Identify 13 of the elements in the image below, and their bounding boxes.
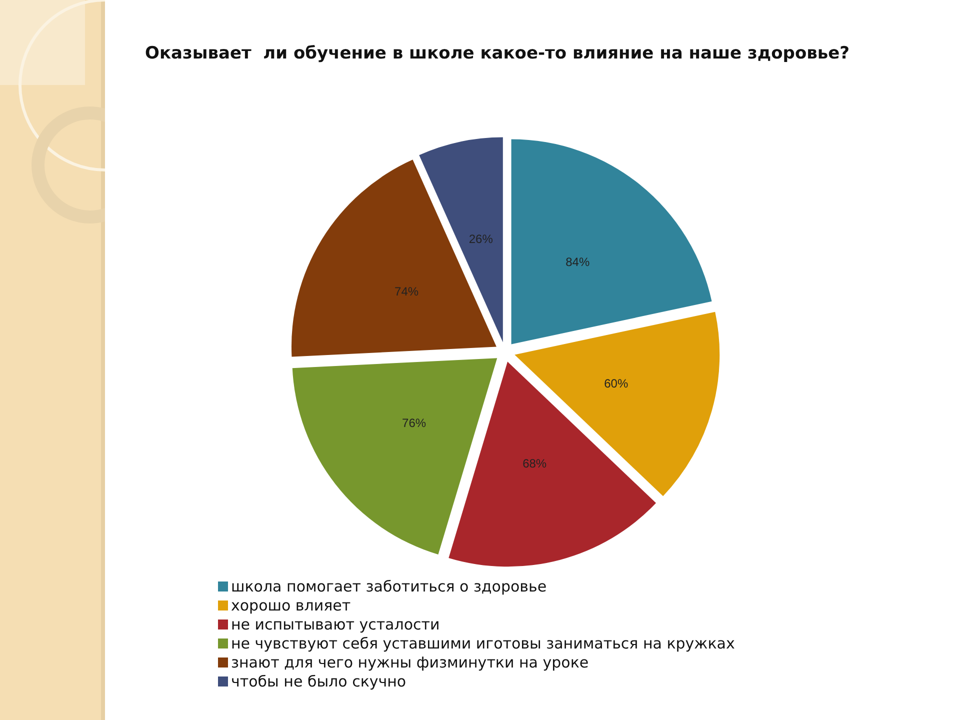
data-label: 26% <box>468 232 494 246</box>
data-label: 68% <box>522 456 547 471</box>
data-label: 84% <box>566 255 590 270</box>
legend-label: знают для чего нужны физминутки на уроке <box>231 654 589 672</box>
data-label: 76% <box>402 416 426 430</box>
legend-label: школа помогает заботиться о здоровье <box>231 578 547 596</box>
legend-label: хорошо влияет <box>231 596 351 614</box>
chart-title: Оказывает ли обучение в школе какое-то влияние на наше здоровье? <box>145 44 850 64</box>
legend-label: не испытывают усталости <box>231 616 440 634</box>
legend-label: не чувствуют себя уставшими иготовы заниматься на кружках <box>231 634 735 652</box>
legend-label: чтобы не было скучно <box>231 672 406 690</box>
data-label: 60% <box>604 376 628 390</box>
data-label: 74% <box>394 284 419 299</box>
